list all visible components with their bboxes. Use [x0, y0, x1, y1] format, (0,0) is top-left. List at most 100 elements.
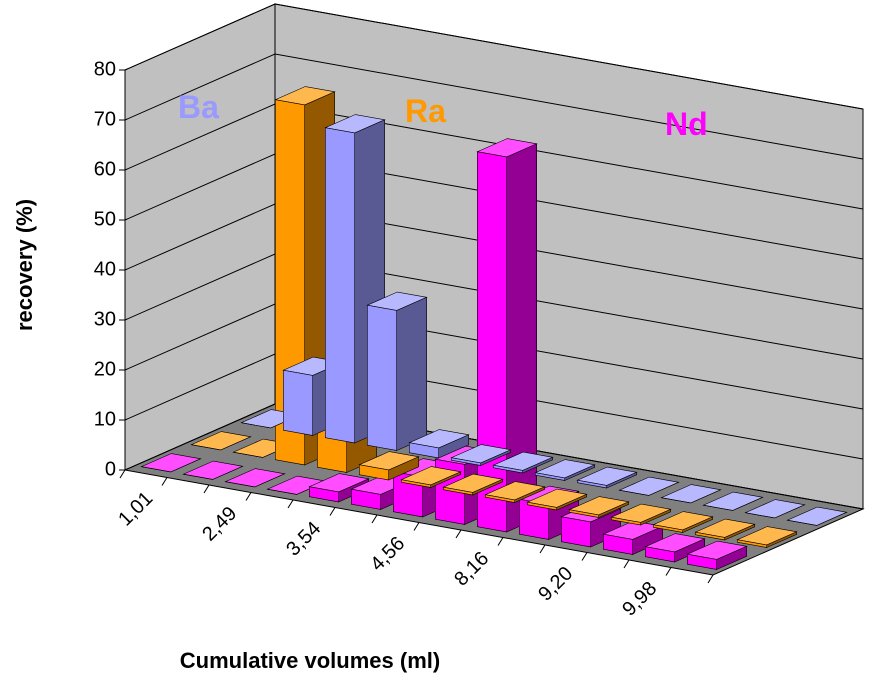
bar-front: [141, 466, 171, 473]
bar-front: [602, 533, 634, 555]
bar: [694, 518, 756, 541]
bar: [224, 468, 286, 488]
bar-front: [191, 444, 221, 451]
x-tick: [119, 469, 126, 479]
x-tick-label: 2,49: [198, 502, 241, 545]
bar: [358, 451, 420, 481]
bar: [736, 526, 798, 548]
x-tick: [665, 567, 672, 576]
bar: [644, 533, 706, 563]
x-tick-label: 1,01: [114, 487, 157, 530]
y-tick-label: 70: [94, 108, 116, 130]
bar: [576, 466, 638, 489]
x-tick: [707, 574, 714, 584]
bar-side: [774, 504, 805, 519]
x-axis-title: Cumulative volumes (ml): [180, 648, 440, 673]
bar-front: [241, 422, 271, 429]
bar: [450, 444, 512, 466]
x-tick: [287, 499, 294, 509]
x-tick: [245, 492, 252, 501]
bar: [610, 503, 672, 526]
bar: [786, 506, 848, 526]
x-tick: [329, 507, 336, 516]
y-tick-label: 0: [105, 458, 116, 480]
bar-front: [619, 489, 649, 496]
y-tick-label: 60: [94, 158, 116, 180]
bar: [618, 476, 680, 496]
bar-front: [324, 127, 356, 444]
x-tick-label: 3,54: [282, 517, 325, 560]
bar-front: [661, 497, 691, 504]
y-tick-label: 40: [94, 258, 116, 280]
bar-side: [648, 482, 679, 496]
bar: [660, 484, 722, 504]
bar: [140, 453, 202, 473]
bar-front: [686, 553, 718, 570]
bar-front: [787, 519, 817, 526]
bar-front: [450, 457, 482, 466]
bar-front: [736, 539, 768, 548]
bar-side: [816, 512, 847, 526]
bar-front: [400, 479, 432, 488]
y-tick-label: 20: [94, 358, 116, 380]
x-tick-label: 8,16: [450, 547, 493, 590]
bar-side: [254, 473, 285, 488]
bar-front: [408, 442, 440, 459]
bar: [484, 481, 546, 503]
bar-front: [366, 304, 398, 451]
y-tick-label: 10: [94, 408, 116, 430]
bar-front: [644, 546, 676, 563]
x-tick-label: 4,56: [366, 532, 409, 575]
x-tick: [455, 529, 462, 539]
bar: [686, 540, 748, 570]
bar-front: [442, 486, 474, 496]
y-tick-label: 30: [94, 308, 116, 330]
bar: [568, 496, 630, 518]
bar: [652, 511, 714, 533]
bar: [526, 488, 588, 511]
bar: [442, 473, 504, 496]
bar-front: [534, 472, 566, 481]
bar-front: [484, 494, 516, 503]
bar-side: [220, 436, 251, 451]
x-tick: [581, 552, 588, 561]
bar-front: [476, 151, 508, 533]
bar: [182, 460, 244, 480]
bar-side: [170, 458, 201, 473]
bar-side: [506, 143, 538, 533]
series-name: Nd: [665, 106, 708, 142]
x-tick: [497, 537, 504, 546]
bar: [702, 491, 764, 511]
bar-side: [690, 489, 721, 504]
bar: [190, 431, 252, 451]
bar-front: [492, 464, 524, 474]
x-tick-label: 9,20: [534, 562, 577, 605]
bar: [366, 291, 428, 451]
bar-front: [308, 486, 340, 503]
bar-front: [610, 516, 642, 526]
bar: [408, 429, 470, 459]
x-tick: [203, 484, 210, 494]
bar: [534, 459, 596, 481]
bars: [140, 86, 848, 570]
y-tick-label: 50: [94, 208, 116, 230]
grid-line: [124, 53, 864, 160]
y-axis-title: recovery (%): [12, 199, 37, 331]
grid-line: [124, 3, 864, 110]
x-tick-label: 9,98: [618, 577, 661, 620]
bar-front: [267, 488, 297, 495]
bar-front: [183, 473, 213, 480]
x-tick: [371, 514, 378, 524]
bar-front: [225, 481, 255, 488]
bar-side: [732, 497, 763, 511]
bar-front: [703, 504, 733, 511]
x-tick: [413, 522, 420, 531]
bar-side: [396, 296, 428, 451]
bar-front: [526, 501, 558, 511]
x-tick: [623, 559, 630, 569]
bar-front: [652, 524, 684, 533]
bar-front: [358, 464, 390, 481]
bar: [476, 138, 538, 533]
bar-front: [282, 369, 314, 436]
